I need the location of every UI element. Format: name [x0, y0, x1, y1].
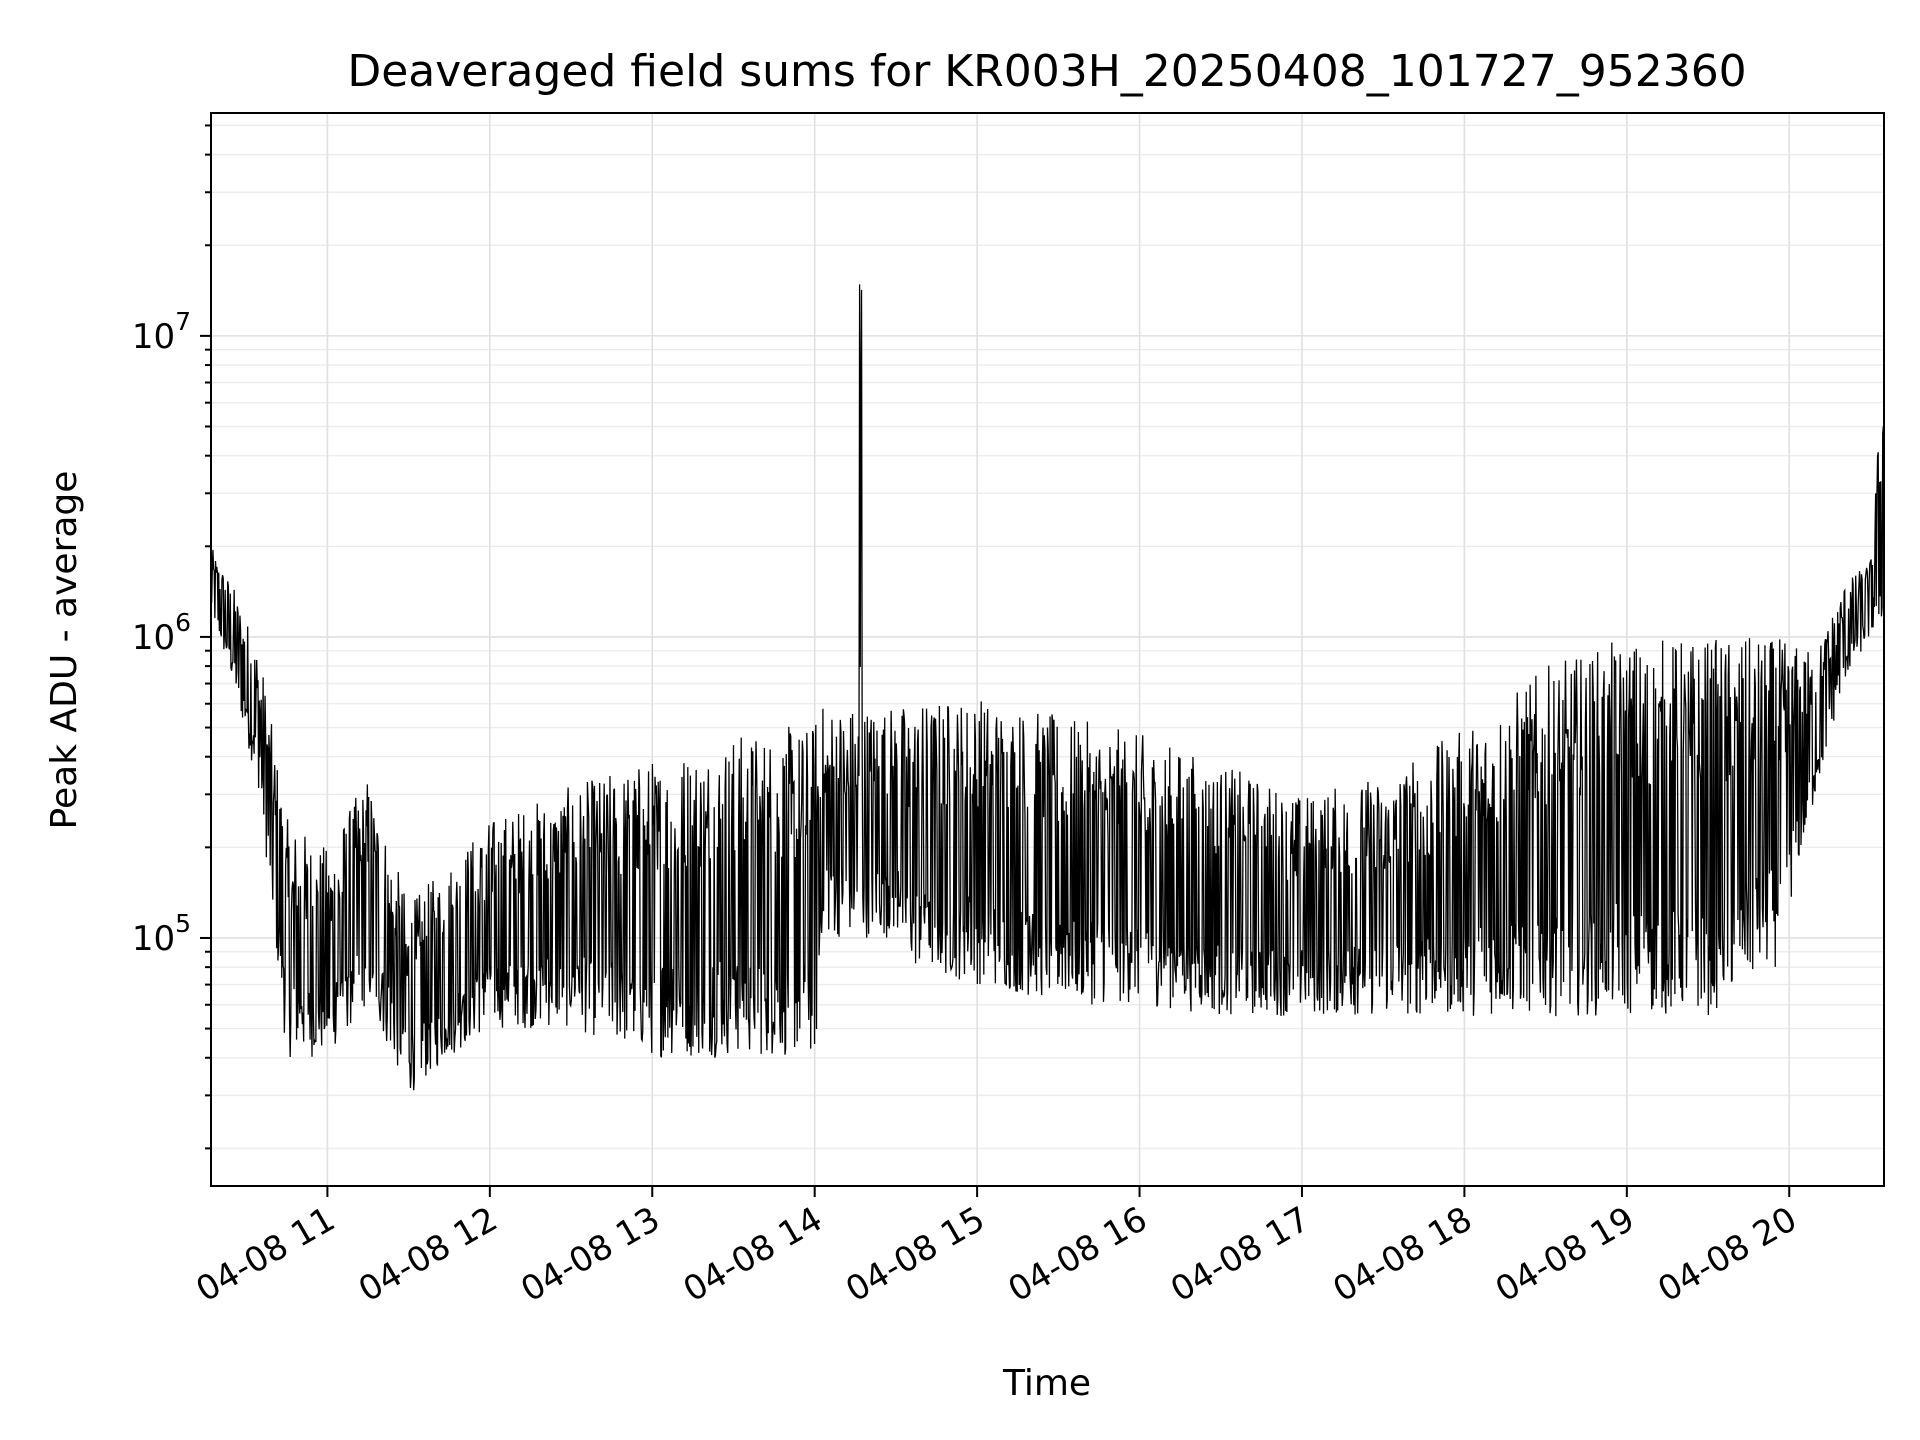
x-tick-label: 04-08 11: [190, 1199, 342, 1310]
chart-title: Deaveraged field sums for KR003H_2025040…: [347, 46, 1746, 97]
x-tick-label: 04-08 19: [1489, 1199, 1641, 1310]
y-tick-label: 106: [132, 608, 191, 658]
x-tick-label: 04-08 14: [677, 1199, 829, 1310]
y-tick-label: 105: [132, 909, 191, 959]
x-tick-label: 04-08 15: [839, 1199, 991, 1310]
x-tick-label: 04-08 18: [1327, 1199, 1479, 1310]
x-tick-label: 04-08 13: [514, 1199, 666, 1310]
x-axis-label: Time: [1002, 1363, 1091, 1404]
series-line: [210, 284, 1885, 1091]
grid-layer: [211, 113, 1884, 1186]
x-tick-label: 04-08 20: [1651, 1199, 1803, 1310]
data-layer: [210, 284, 1885, 1091]
y-axis-label: Peak ADU - average: [44, 471, 85, 830]
plot-frame: [210, 112, 1885, 1187]
x-tick-label: 04-08 12: [352, 1199, 504, 1310]
x-tick-label: 04-08 16: [1002, 1199, 1154, 1310]
x-tick-label: 04-08 17: [1164, 1199, 1316, 1310]
y-tick-label: 107: [132, 307, 191, 357]
